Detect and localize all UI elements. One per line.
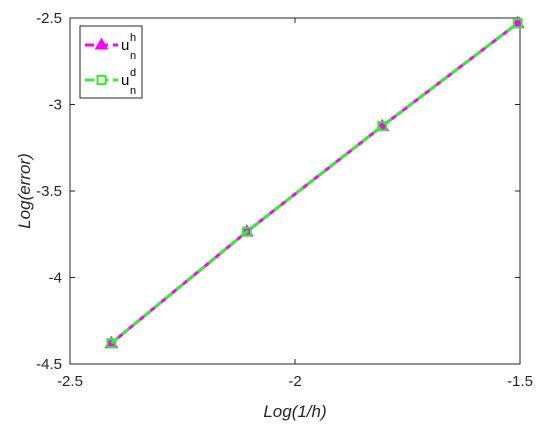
legend: u h n u d n xyxy=(79,25,143,99)
series-group xyxy=(104,15,525,349)
x-tick-label: -2 xyxy=(288,373,301,390)
legend-label-uh-sub: n xyxy=(130,50,136,62)
y-tick-label: -4 xyxy=(49,270,62,287)
y-tick-label: -3 xyxy=(49,97,62,114)
legend-label-uh-base: u xyxy=(121,37,129,54)
series-1-point xyxy=(106,338,117,349)
x-axis-ticks: -2.5 -2 -1.5 xyxy=(57,18,533,390)
y-tick-label: -4.5 xyxy=(36,356,62,373)
series-1-point xyxy=(241,226,252,237)
legend-marker-ud xyxy=(96,75,107,85)
legend-label-uh-sup: h xyxy=(130,32,136,44)
y-tick-label: -2.5 xyxy=(36,10,62,27)
x-tick-label: -1.5 xyxy=(507,373,533,390)
y-tick-label: -3.5 xyxy=(36,183,62,200)
x-tick-label: -2.5 xyxy=(57,373,83,390)
series-1-point xyxy=(377,121,388,132)
legend-label-ud-sub: n xyxy=(130,85,136,97)
y-axis-title: Log(error) xyxy=(15,153,34,229)
plot-area xyxy=(69,17,521,365)
legend-box xyxy=(79,25,143,99)
x-axis-title: Log(1/h) xyxy=(263,402,326,421)
y-axis-ticks: -4.5 -4 -3.5 -3 -2.5 xyxy=(36,10,520,373)
series-line-1 xyxy=(110,22,519,345)
series-1-point xyxy=(512,18,523,29)
legend-marker-uh xyxy=(94,37,109,50)
legend-label-ud-sup: d xyxy=(130,67,136,79)
legend-label-ud-base: u xyxy=(121,72,129,89)
